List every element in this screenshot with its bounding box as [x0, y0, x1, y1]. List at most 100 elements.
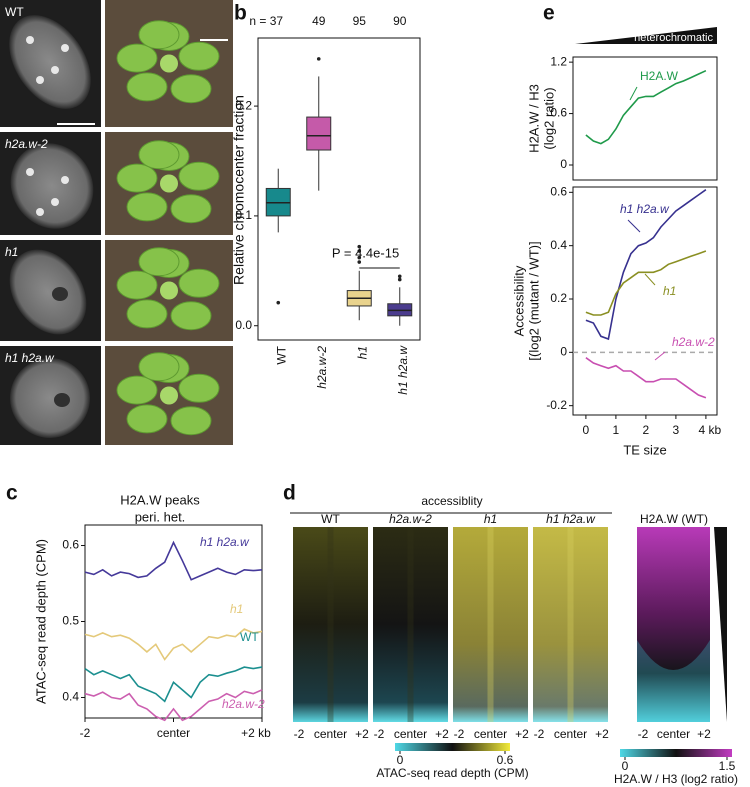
- genotype-label: h2a.w-2: [5, 137, 48, 151]
- series-line: [585, 250, 707, 316]
- header-label: heterochromatic: [634, 32, 713, 44]
- series-line: [84, 689, 263, 722]
- y-tick-label: 0: [560, 157, 567, 171]
- outlier: [357, 244, 362, 249]
- heatmap-title: h1: [484, 512, 497, 526]
- chromocenter: [61, 176, 69, 184]
- series-line: [585, 189, 707, 341]
- rosette-center: [160, 386, 178, 405]
- y-tick-label: 0.0: [235, 318, 252, 332]
- rosette-center: [160, 54, 178, 73]
- leaf: [170, 301, 212, 331]
- leaf: [178, 41, 220, 71]
- leaf: [178, 161, 220, 191]
- x-tick-label: 3: [673, 423, 680, 437]
- n-label: 95: [353, 14, 367, 28]
- n-label: n = 37: [249, 14, 283, 28]
- gradient-header: [575, 27, 717, 44]
- chromocenter: [26, 36, 34, 44]
- x-axis-label: TE size: [623, 442, 666, 457]
- n-label: 49: [312, 14, 326, 28]
- outlier: [316, 57, 321, 61]
- label-pointer: [654, 351, 666, 361]
- x-tick-label: +2: [355, 727, 369, 741]
- nucleus: [9, 249, 87, 335]
- plot-frame: [257, 37, 421, 341]
- chromocenter: [51, 66, 59, 74]
- x-tick-label: -2: [294, 727, 305, 741]
- y-tick-label: 0: [560, 345, 567, 359]
- outlier: [357, 255, 362, 260]
- panel-label: b: [234, 2, 247, 25]
- y-axis-label: ATAC-seq read depth (CPM): [33, 539, 48, 704]
- y-tick-label: 0.2: [550, 291, 567, 305]
- colorbar-label: ATAC-seq read depth (CPM): [376, 766, 528, 780]
- chromocenter: [36, 208, 44, 216]
- leaf: [170, 74, 212, 104]
- heatmap: [453, 527, 528, 722]
- genotype-label: h1: [5, 245, 18, 259]
- x-tick-label: center: [394, 727, 427, 741]
- group-title: accessiblity: [421, 494, 482, 508]
- label-pointer: [629, 86, 638, 101]
- y-axis-label: [(log2 (mutant / WT)]: [526, 241, 541, 360]
- plot-frame: [84, 524, 263, 719]
- outlier: [357, 260, 362, 264]
- colorbar: [395, 743, 510, 751]
- panel-label: c: [6, 482, 18, 505]
- rosette-center: [160, 281, 178, 300]
- plot-frame: [572, 56, 718, 181]
- series-line: [585, 357, 707, 399]
- y-tick-label: 0.2: [235, 98, 252, 112]
- colorbar-tick-label: 0: [397, 753, 404, 767]
- outlier: [357, 249, 362, 253]
- leaf: [170, 194, 212, 224]
- leaf: [126, 404, 168, 434]
- series-line: [84, 628, 263, 661]
- genotype-label: h1 h2a.w: [5, 351, 55, 365]
- y-axis-label: (log2 ratio): [541, 87, 556, 149]
- chart-title: H2A.W peaks: [120, 492, 200, 507]
- rosette-center: [160, 174, 178, 193]
- y-axis-label: Relative chromocenter fraction: [231, 95, 247, 285]
- heatmap: [533, 527, 608, 722]
- x-tick-label: h2a.w-2: [315, 346, 329, 389]
- x-tick-label: 0: [583, 423, 590, 437]
- colorbar-tick-label: 0.6: [497, 753, 514, 767]
- heatmap: [637, 527, 710, 722]
- chart-subtitle: peri. het.: [135, 509, 186, 524]
- chromocenter: [26, 168, 34, 176]
- chromocenter: [51, 198, 59, 206]
- x-tick-label: -2: [374, 727, 385, 741]
- x-tick-label: 4 kb: [699, 423, 722, 437]
- heatmap-title: H2A.W (WT): [640, 512, 708, 526]
- x-tick-label: +2: [515, 727, 529, 741]
- y-tick-label: 0.6: [62, 538, 79, 552]
- panel-label: e: [543, 2, 555, 25]
- leaf: [138, 140, 180, 170]
- box: [306, 116, 332, 151]
- x-tick-label: WT: [274, 345, 288, 364]
- y-tick-label: 0.4: [62, 690, 79, 704]
- outlier: [276, 300, 281, 305]
- x-tick-label: 1: [613, 423, 620, 437]
- p-value: P = 4.4e-15: [332, 245, 399, 260]
- leaf: [126, 72, 168, 102]
- x-tick-label: center: [157, 726, 190, 740]
- x-tick-label: center: [314, 727, 347, 741]
- x-tick-label: +2: [435, 727, 449, 741]
- x-tick-label: center: [474, 727, 507, 741]
- x-tick-label: h1: [355, 346, 369, 359]
- colorbar: [620, 749, 732, 757]
- y-axis-label: Accessibility: [511, 265, 526, 336]
- series-line: [84, 540, 263, 581]
- colorbar-tick-label: 0: [622, 759, 629, 773]
- plot-frame: [572, 186, 718, 416]
- heatmap: [373, 527, 448, 722]
- x-tick-label: +2: [697, 727, 711, 741]
- leaf: [170, 406, 212, 436]
- series-label: h1 h2a.w: [620, 202, 670, 216]
- x-tick-label: +2: [595, 727, 609, 741]
- chromocenter: [61, 44, 69, 52]
